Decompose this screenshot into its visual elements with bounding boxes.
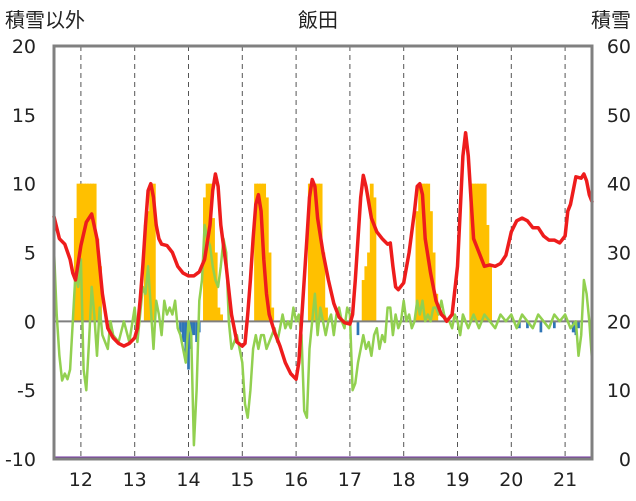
x-tick-label: 20: [499, 469, 523, 491]
snow-bar-54: [485, 224, 490, 322]
right-tick-label: 60: [607, 36, 631, 58]
snow-bar-25: [264, 197, 269, 322]
x-tick-label: 18: [392, 469, 416, 491]
left-tick-label: 5: [24, 243, 36, 265]
snow-bar-20: [219, 314, 223, 322]
snow-bar-5: [87, 183, 92, 322]
blue-bar-12: [552, 321, 556, 329]
snow-bar-30: [313, 183, 318, 322]
snow-bar-12: [149, 183, 154, 322]
snow-bar-21: [254, 183, 258, 322]
snow-bar-4: [84, 183, 89, 322]
left-tick-label: 0: [24, 311, 36, 333]
snow-bar-27: [270, 307, 275, 322]
x-axis-ticks: 12 13 14 15 16 17 18 19 20 21: [69, 469, 577, 491]
snow-bar-19: [216, 307, 221, 322]
blue-bar-13: [571, 321, 575, 333]
snow-bar-48: [469, 183, 474, 322]
right-tick-label: 30: [607, 243, 631, 265]
snow-bar-29: [310, 183, 315, 322]
snow-bar-22: [256, 183, 261, 322]
snow-bar-52: [480, 183, 484, 322]
blue-bar-15: [577, 321, 580, 329]
x-tick-label: 14: [176, 469, 200, 491]
snow-bar-7: [92, 183, 97, 322]
chart-title: 飯田: [298, 8, 338, 32]
blue-bar-0: [179, 321, 182, 333]
left-tick-label: -5: [17, 380, 36, 402]
grid-layer: [80, 46, 566, 459]
snow-bar-26: [267, 252, 272, 322]
snow-bar-33: [321, 252, 326, 322]
x-tick-label: 21: [553, 469, 577, 491]
right-axis-label: 積雪: [591, 8, 631, 32]
left-tick-label: 15: [12, 105, 36, 127]
right-tick-label: 50: [607, 105, 631, 127]
x-tick-label: 12: [69, 469, 93, 491]
snow-bar-23: [259, 183, 264, 322]
x-tick-label: 15: [230, 469, 254, 491]
snow-bar-8: [95, 238, 100, 322]
snow-bar-50: [474, 183, 479, 322]
x-tick-label: 16: [284, 469, 308, 491]
orange-bar-layer: [73, 183, 492, 322]
right-tick-label: 40: [607, 174, 631, 196]
snow-bar-28: [307, 183, 312, 322]
snow-bar-10: [143, 224, 148, 322]
right-tick-label: 0: [619, 449, 631, 471]
line-layer: [52, 130, 594, 447]
snow-bar-34: [324, 307, 328, 322]
blue-bar-3: [187, 321, 190, 370]
left-tick-label: -10: [5, 449, 36, 471]
blue-bar-2: [184, 321, 188, 356]
snow-bar-42: [420, 183, 425, 322]
snow-bar-9: [98, 266, 102, 322]
left-tick-label: 10: [12, 174, 36, 196]
blue-bar-1: [181, 321, 185, 342]
blue-bar-11: [539, 321, 543, 333]
x-tick-label: 19: [445, 469, 469, 491]
snow-bar-53: [482, 183, 487, 322]
snow-bar-41: [418, 183, 423, 322]
snow-bar-31: [316, 183, 320, 322]
left-axis-ticks: -10 -5 0 5 10 15 20: [5, 36, 36, 471]
snow-bar-35: [361, 280, 366, 322]
snow-bar-43: [423, 183, 428, 322]
red-series-line: [52, 130, 594, 381]
blue-bar-10: [526, 321, 529, 329]
snow-bar-36: [364, 266, 369, 322]
blue-bar-5: [192, 321, 196, 336]
plot-frame: [52, 44, 594, 461]
blue-bar-8: [356, 321, 360, 336]
snow-bar-6: [90, 183, 94, 322]
blue-bar-6: [195, 321, 198, 342]
snow-bar-39: [372, 197, 377, 322]
right-axis-ticks: 0 10 20 30 40 50 60: [607, 36, 631, 471]
right-tick-label: 20: [607, 311, 631, 333]
snow-bar-3: [81, 183, 86, 322]
snow-bar-49: [472, 183, 476, 322]
snow-bar-40: [415, 211, 420, 322]
snow-bar-18: [213, 252, 218, 322]
snow-bar-15: [205, 183, 210, 322]
snow-bar-38: [369, 183, 374, 322]
snow-bar-37: [367, 252, 371, 322]
left-axis-label: 積雪以外: [5, 8, 85, 32]
right-tick-label: 10: [607, 380, 631, 402]
x-tick-label: 13: [123, 469, 147, 491]
x-tick-label: 17: [338, 469, 362, 491]
snow-bar-13: [151, 183, 156, 322]
snow-bar-32: [318, 183, 323, 322]
snow-bar-55: [488, 266, 492, 322]
left-tick-label: 20: [12, 36, 36, 58]
